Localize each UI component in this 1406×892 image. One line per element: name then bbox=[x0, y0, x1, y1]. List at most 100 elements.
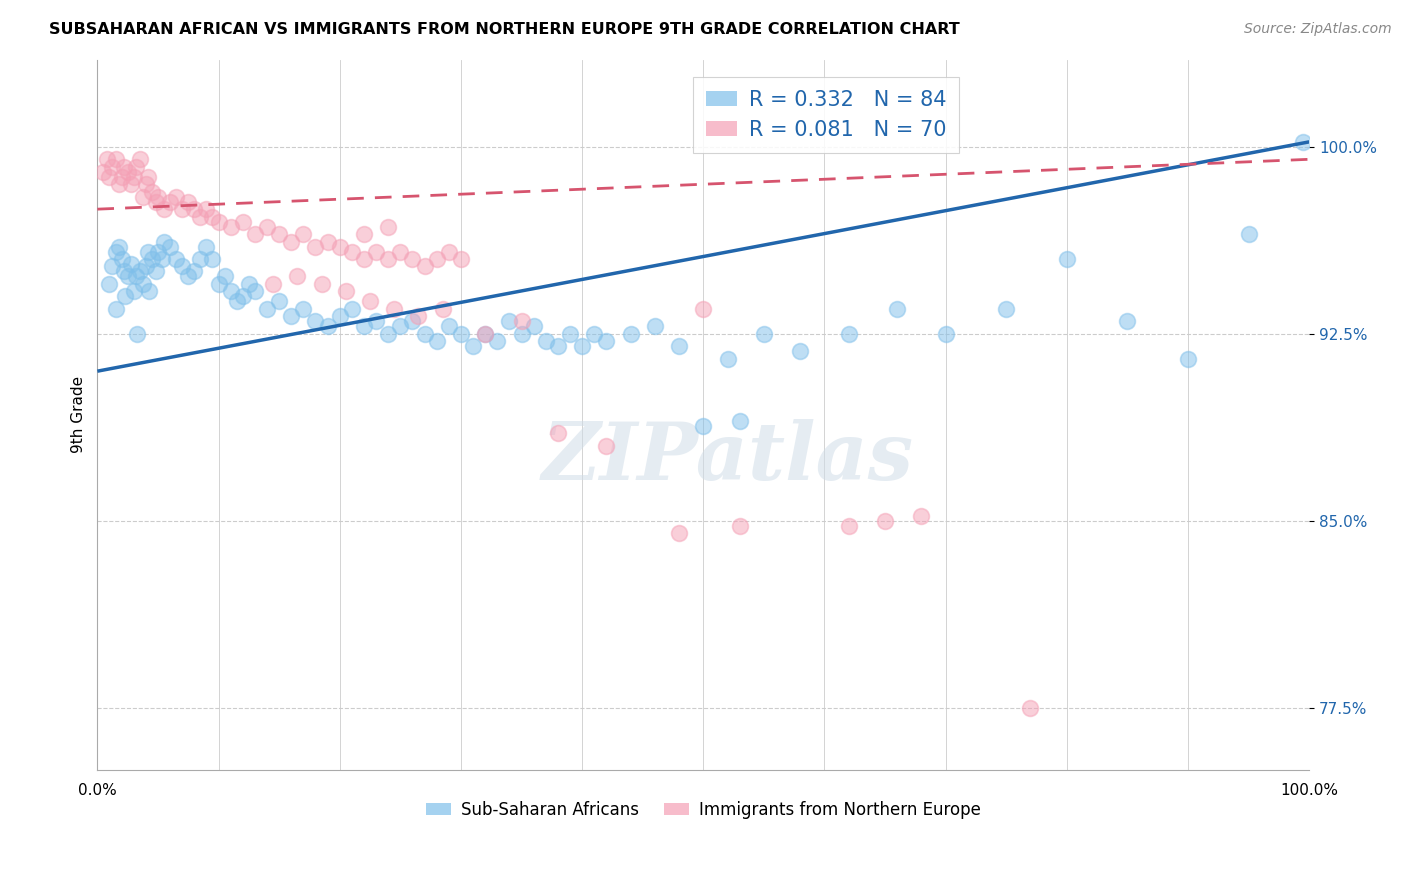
Point bbox=[132, 277, 155, 291]
Point bbox=[486, 334, 509, 349]
Point bbox=[668, 526, 690, 541]
Point bbox=[389, 244, 412, 259]
Point bbox=[110, 252, 132, 266]
Point bbox=[125, 160, 148, 174]
Text: Source: ZipAtlas.com: Source: ZipAtlas.com bbox=[1244, 22, 1392, 37]
Point bbox=[401, 314, 423, 328]
Point bbox=[165, 190, 187, 204]
Point bbox=[558, 326, 581, 341]
Point bbox=[413, 326, 436, 341]
Point bbox=[311, 277, 333, 291]
Point bbox=[195, 239, 218, 253]
Point bbox=[125, 269, 148, 284]
Point bbox=[692, 301, 714, 316]
Point bbox=[96, 153, 118, 167]
Point bbox=[269, 227, 291, 241]
Point bbox=[104, 244, 127, 259]
Point bbox=[340, 244, 363, 259]
Point bbox=[340, 301, 363, 316]
Point bbox=[112, 160, 135, 174]
Point bbox=[98, 277, 121, 291]
Point bbox=[172, 260, 194, 274]
Point bbox=[353, 319, 375, 334]
Point bbox=[110, 169, 132, 184]
Point bbox=[595, 334, 617, 349]
Point bbox=[498, 314, 520, 328]
Point bbox=[353, 227, 375, 241]
Point bbox=[692, 419, 714, 434]
Point bbox=[108, 239, 131, 253]
Point bbox=[122, 169, 145, 184]
Point bbox=[789, 344, 811, 359]
Point bbox=[935, 326, 957, 341]
Point bbox=[159, 239, 181, 253]
Point bbox=[426, 334, 449, 349]
Point bbox=[132, 190, 155, 204]
Point bbox=[285, 269, 308, 284]
Point bbox=[159, 194, 181, 209]
Point bbox=[165, 252, 187, 266]
Point bbox=[510, 326, 533, 341]
Point bbox=[112, 264, 135, 278]
Point bbox=[177, 194, 200, 209]
Point bbox=[104, 301, 127, 316]
Point bbox=[225, 294, 247, 309]
Point bbox=[153, 235, 176, 249]
Point bbox=[523, 319, 546, 334]
Point bbox=[329, 310, 352, 324]
Point bbox=[728, 518, 751, 533]
Point bbox=[716, 351, 738, 366]
Text: ZIPatlas: ZIPatlas bbox=[541, 418, 914, 496]
Point bbox=[335, 285, 357, 299]
Point bbox=[136, 169, 159, 184]
Point bbox=[316, 235, 339, 249]
Point bbox=[619, 326, 641, 341]
Point bbox=[93, 165, 115, 179]
Point bbox=[201, 252, 224, 266]
Point bbox=[145, 194, 167, 209]
Point bbox=[256, 301, 278, 316]
Point bbox=[120, 178, 142, 192]
Point bbox=[432, 301, 454, 316]
Legend: Sub-Saharan Africans, Immigrants from Northern Europe: Sub-Saharan Africans, Immigrants from No… bbox=[419, 794, 987, 826]
Point bbox=[382, 301, 405, 316]
Point bbox=[256, 219, 278, 234]
Point bbox=[150, 252, 173, 266]
Point bbox=[114, 289, 136, 303]
Point bbox=[136, 244, 159, 259]
Point bbox=[571, 339, 593, 353]
Point bbox=[207, 214, 229, 228]
Point bbox=[316, 319, 339, 334]
Point bbox=[1177, 351, 1199, 366]
Point bbox=[195, 202, 218, 216]
Point bbox=[138, 285, 160, 299]
Point bbox=[117, 269, 139, 284]
Point bbox=[910, 508, 932, 523]
Point bbox=[190, 252, 212, 266]
Point bbox=[141, 185, 163, 199]
Point bbox=[547, 339, 569, 353]
Point bbox=[995, 301, 1018, 316]
Point bbox=[243, 227, 266, 241]
Point bbox=[1056, 252, 1078, 266]
Point bbox=[207, 277, 229, 291]
Point bbox=[389, 319, 412, 334]
Point bbox=[437, 319, 460, 334]
Point bbox=[304, 314, 326, 328]
Point bbox=[219, 285, 242, 299]
Point bbox=[201, 210, 224, 224]
Point bbox=[280, 310, 302, 324]
Point bbox=[534, 334, 557, 349]
Point bbox=[547, 426, 569, 441]
Point bbox=[120, 257, 142, 271]
Point bbox=[146, 190, 169, 204]
Point bbox=[595, 439, 617, 453]
Point bbox=[238, 277, 260, 291]
Point bbox=[177, 269, 200, 284]
Point bbox=[1237, 227, 1260, 241]
Point bbox=[101, 260, 124, 274]
Point bbox=[752, 326, 775, 341]
Point bbox=[644, 319, 666, 334]
Point bbox=[353, 252, 375, 266]
Point bbox=[838, 326, 860, 341]
